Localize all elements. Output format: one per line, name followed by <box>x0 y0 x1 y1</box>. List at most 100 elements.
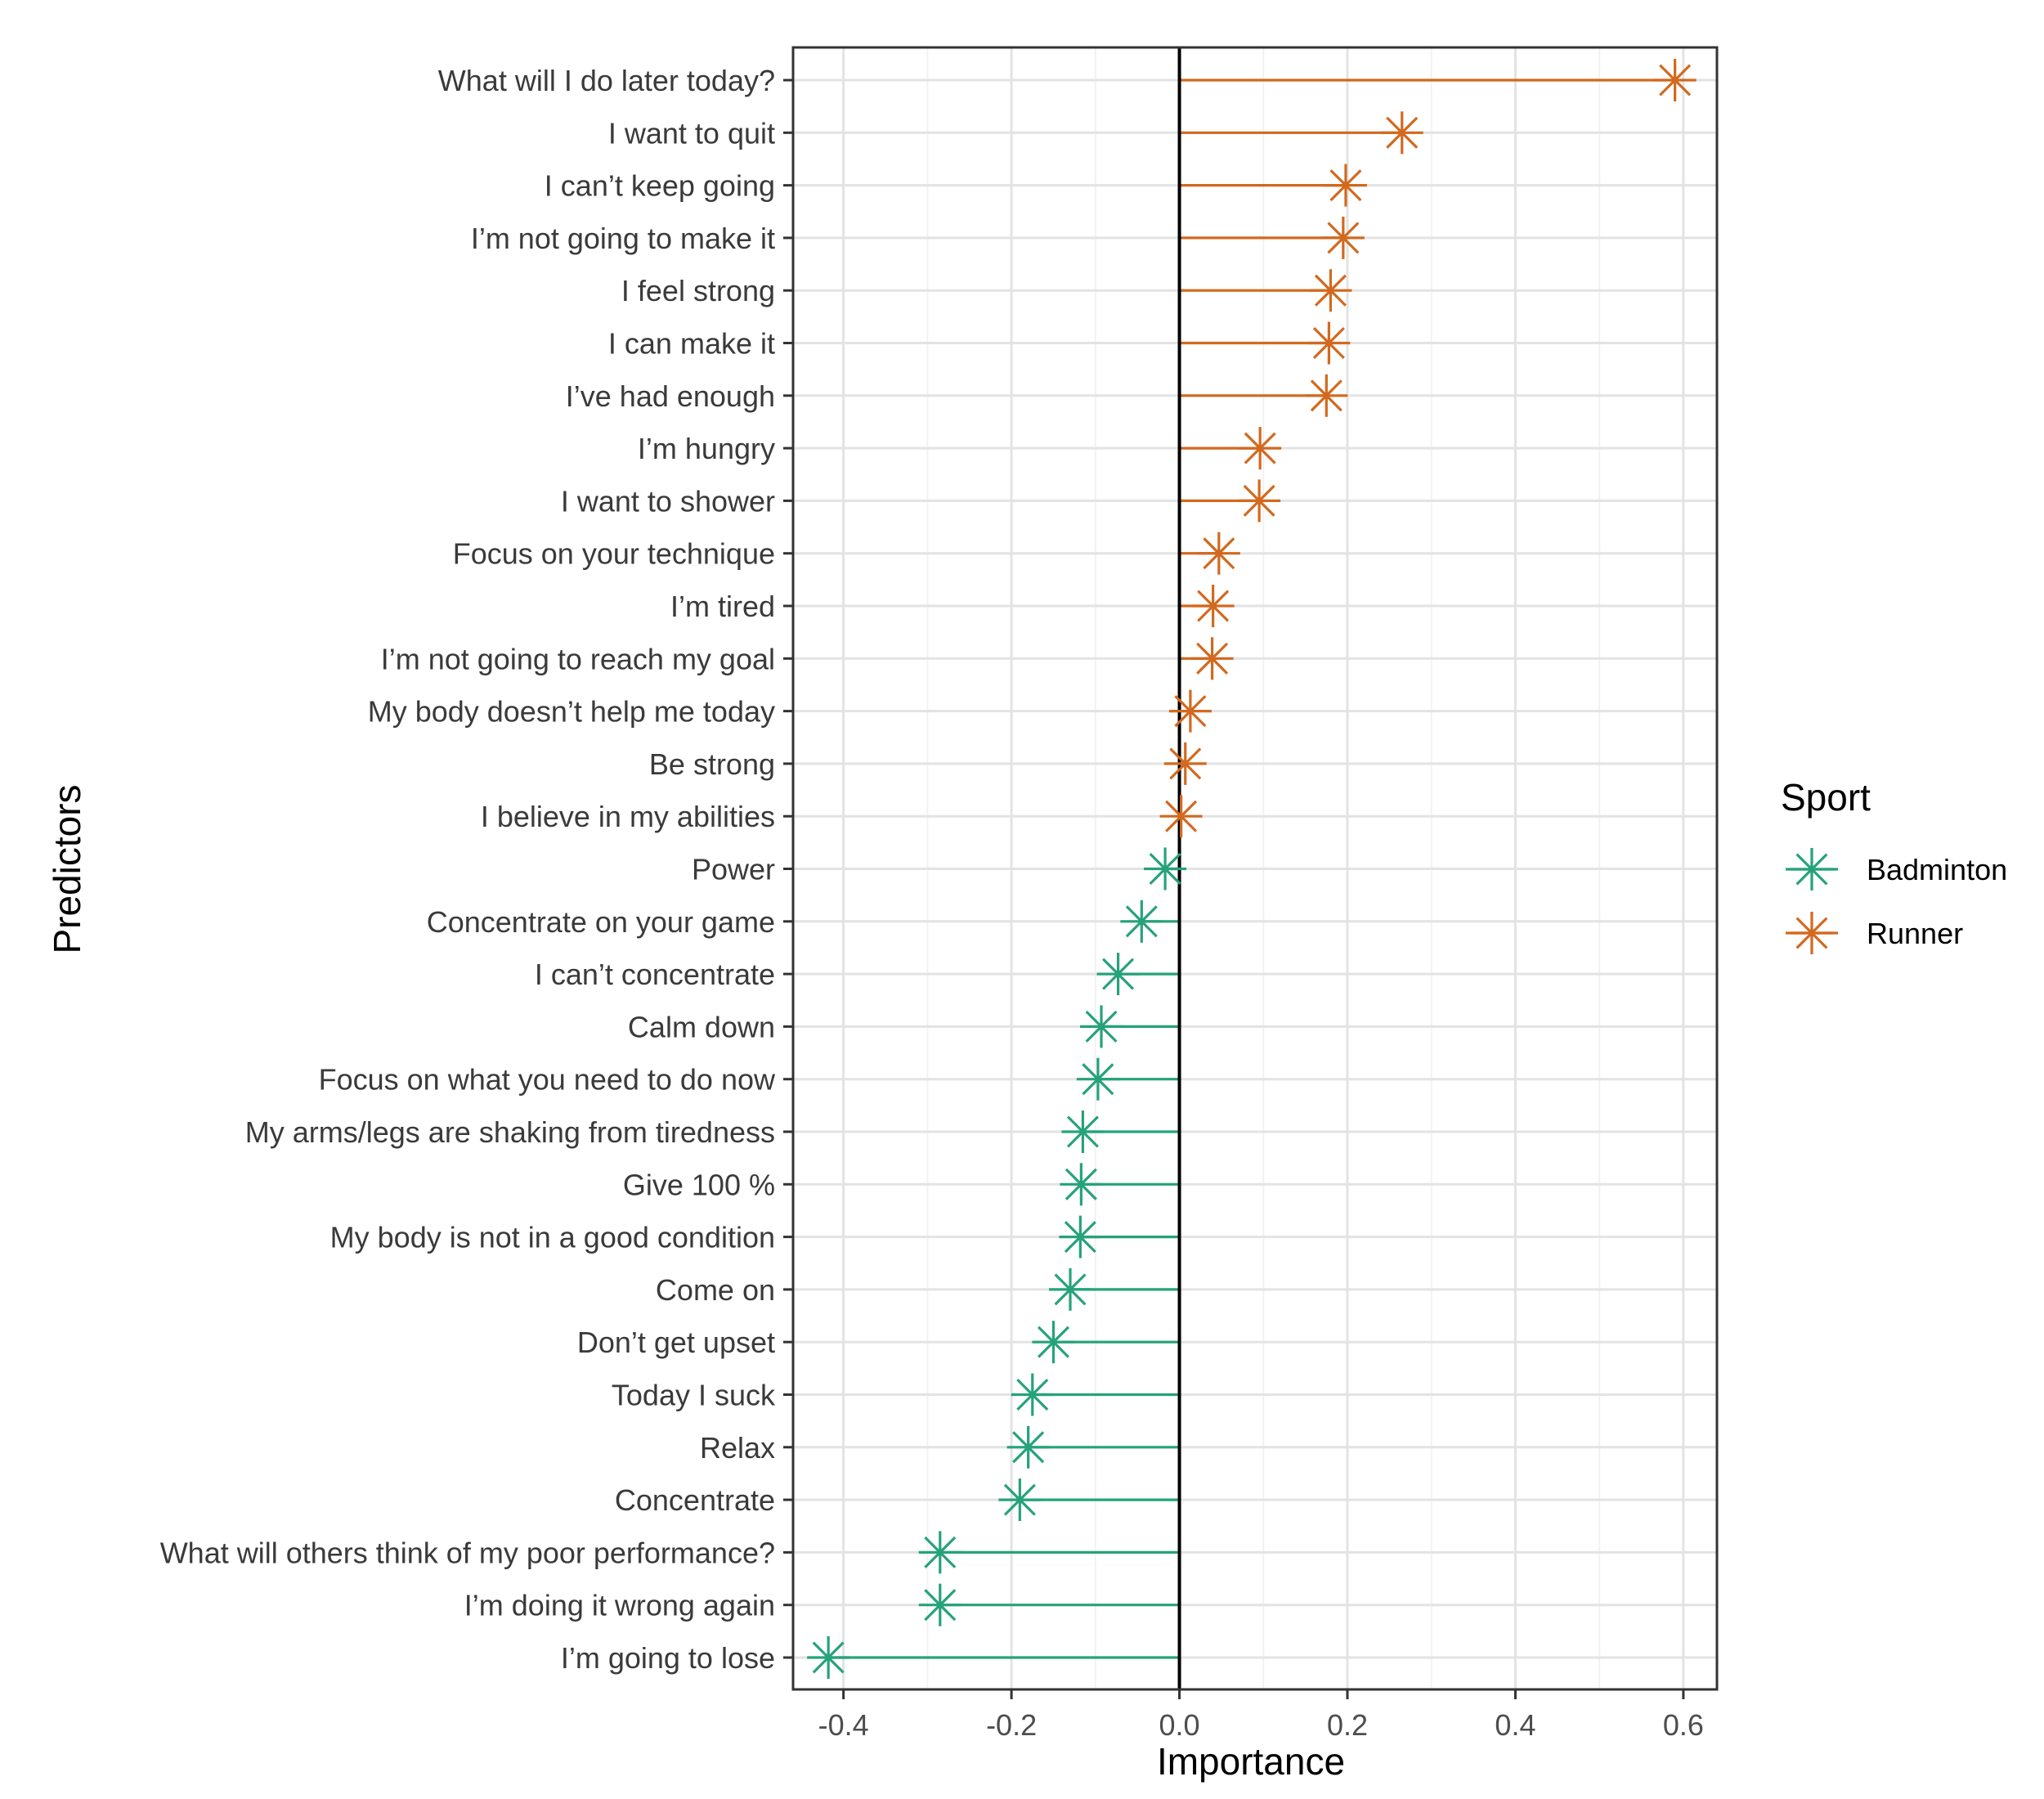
data-point-marker-stroke <box>1064 1221 1096 1254</box>
legend-key-marker <box>1791 912 1833 954</box>
data-point-marker <box>1190 637 1234 680</box>
grid <box>793 47 1717 1689</box>
data-point-marker-stroke <box>1149 852 1181 886</box>
y-tick-label: I want to quit <box>608 116 775 150</box>
x-tick-label: -0.2 <box>986 1708 1037 1742</box>
data-point-marker <box>1006 1425 1050 1469</box>
data-point-marker-stroke <box>1174 695 1207 728</box>
y-tick-label: What will I do later today? <box>438 64 775 97</box>
y-tick-label: My body is not in a good condition <box>330 1221 775 1254</box>
data-point-marker-stroke <box>924 1536 957 1568</box>
data-point-marker <box>1197 532 1240 575</box>
y-tick-label: What will others think of my poor perfor… <box>160 1536 775 1569</box>
x-ticks: -0.4 -0.2 0.0 0.2 0.4 0.6 <box>818 1689 1704 1742</box>
y-tick-label: My arms/legs are shaking from tiredness <box>245 1115 775 1149</box>
data-point-marker-stroke <box>1197 590 1230 622</box>
data-point-marker <box>1096 953 1140 996</box>
data-point-marker <box>1120 900 1163 943</box>
data-point-marker <box>1011 1373 1054 1416</box>
legend-key-marker-stroke <box>1795 917 1828 949</box>
legend-key-marker <box>1791 848 1833 891</box>
y-tick-label: I’ve had enough <box>566 379 775 413</box>
legend: Sport Badminton Runner <box>1781 776 2007 954</box>
legend-title: Sport <box>1781 776 1871 819</box>
data-point-marker <box>1168 689 1212 733</box>
data-point-marker <box>1159 795 1203 838</box>
markers <box>807 59 1697 1679</box>
stems <box>828 79 1675 1659</box>
data-point-marker-stroke <box>1037 1326 1069 1358</box>
legend-key-marker-stroke <box>1795 853 1828 886</box>
y-tick-label: Be strong <box>649 747 775 781</box>
data-point-marker-stroke <box>1016 1378 1049 1411</box>
y-tick-label: I can make it <box>608 327 775 361</box>
data-point-marker-stroke <box>1314 274 1347 307</box>
data-point-marker-stroke <box>1169 747 1202 780</box>
data-point-marker <box>918 1531 961 1574</box>
y-tick-label: Don’t get upset <box>577 1326 775 1359</box>
y-tick-label: Come on <box>656 1273 775 1307</box>
data-point-marker-stroke <box>1082 1063 1114 1096</box>
y-tick-label: I’m not going to reach my goal <box>381 642 775 675</box>
x-axis-title: Importance <box>1157 1740 1345 1783</box>
data-point-marker <box>1061 1110 1105 1153</box>
data-point-marker-stroke <box>1203 537 1235 570</box>
y-ticks: What will I do later today? I want to qui… <box>160 64 793 1675</box>
y-tick-label: My body doesn’t help me today <box>368 695 775 729</box>
data-point-marker <box>1239 427 1282 470</box>
legend-label: Runner <box>1867 917 1963 950</box>
data-point-marker <box>1080 1005 1123 1048</box>
x-tick-label: 0.6 <box>1663 1708 1704 1742</box>
data-point-marker <box>807 1636 850 1679</box>
data-point-marker <box>1653 59 1697 101</box>
y-tick-label: Calm down <box>628 1010 775 1043</box>
data-point-marker <box>1305 374 1348 417</box>
y-tick-label: Focus on what you need to do now <box>319 1063 776 1097</box>
data-point-marker-stroke <box>812 1641 845 1674</box>
data-point-marker <box>1049 1267 1091 1311</box>
data-point-marker <box>1321 216 1365 259</box>
y-tick-label: Today I suck <box>612 1379 776 1412</box>
data-point-marker-stroke <box>1003 1483 1036 1516</box>
data-point-marker-stroke <box>1386 116 1419 149</box>
y-tick-label: Focus on your technique <box>453 537 775 571</box>
y-tick-label: I can’t keep going <box>545 169 775 203</box>
data-point-marker <box>1380 111 1423 155</box>
data-point-marker <box>1059 1215 1102 1258</box>
data-point-marker <box>1163 742 1207 785</box>
x-tick-label: 0.4 <box>1495 1708 1535 1742</box>
data-point-marker <box>1309 269 1352 312</box>
data-point-marker <box>1307 321 1351 365</box>
data-point-marker-stroke <box>1244 432 1276 464</box>
data-point-marker-stroke <box>1125 905 1158 938</box>
data-point-marker <box>1324 164 1367 207</box>
data-point-marker-stroke <box>924 1589 957 1622</box>
data-point-marker <box>918 1583 961 1626</box>
y-tick-label: I’m not going to make it <box>471 222 775 255</box>
y-tick-label: Concentrate on your game <box>427 905 775 939</box>
y-tick-label: I’m tired <box>670 590 775 623</box>
data-point-marker <box>1238 479 1281 523</box>
y-tick-label: Give 100 % <box>623 1168 775 1201</box>
legend-label: Badminton <box>1867 853 2007 886</box>
y-tick-label: I’m going to lose <box>561 1641 775 1675</box>
legend-key <box>1786 848 1838 891</box>
data-point-marker-stroke <box>1243 484 1275 517</box>
data-point-marker-stroke <box>1065 1168 1097 1200</box>
data-point-marker <box>1076 1057 1119 1101</box>
y-tick-label: I feel strong <box>621 274 775 307</box>
y-tick-label: I’m doing it wrong again <box>464 1589 775 1622</box>
data-point-marker <box>998 1478 1042 1522</box>
data-point-marker-stroke <box>1327 222 1360 254</box>
y-tick-label: Power <box>692 853 775 886</box>
data-point-marker-stroke <box>1196 642 1229 675</box>
y-tick-label: I want to shower <box>561 484 775 518</box>
y-tick-label: Relax <box>700 1431 775 1465</box>
y-tick-label: I’m hungry <box>638 432 775 465</box>
x-tick-label: -0.4 <box>818 1708 869 1742</box>
data-point-marker-stroke <box>1310 379 1342 412</box>
data-point-marker-stroke <box>1329 169 1362 202</box>
data-point-marker-stroke <box>1102 958 1135 990</box>
legend-key <box>1786 912 1838 954</box>
